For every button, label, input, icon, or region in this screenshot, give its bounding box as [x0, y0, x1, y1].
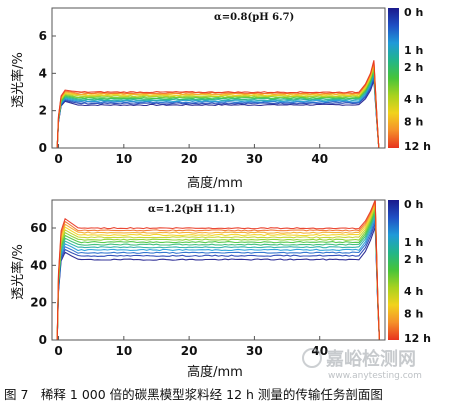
ylabel-top: 透光率/% — [10, 52, 26, 108]
series-line — [52, 226, 385, 340]
series-line — [52, 219, 385, 340]
x-tick-label: 40 — [311, 344, 328, 358]
ticks-top: 0 10 20 30 40 0 2 4 6 — [39, 29, 328, 166]
plot-area-top — [52, 8, 385, 148]
xlabel-top: 高度/mm — [187, 175, 243, 191]
figure-caption: 图 7 稀释 1 000 倍的碳黑模型浆料经 12 h 测量的传输任务剖面图 — [4, 387, 383, 402]
series-line — [52, 72, 385, 148]
x-tick-label: 10 — [115, 344, 132, 358]
watermark: 嘉峪检测网 www.anytesting.com — [302, 348, 422, 381]
series-line — [52, 200, 385, 340]
series-line — [52, 60, 385, 148]
series-line — [52, 200, 385, 340]
y-tick-label: 20 — [30, 296, 47, 310]
x-tick-label: 0 — [54, 344, 62, 358]
chart-bottom: 0 10 20 30 40 0 20 40 60 α=1.2(pH 11.1) 高度/mm 透光… — [10, 198, 431, 380]
watermark-logo-icon — [302, 348, 322, 368]
series-line — [52, 202, 385, 340]
ticks-bottom: 0 10 20 30 40 0 20 40 60 — [30, 221, 328, 358]
x-tick-label: 30 — [246, 344, 263, 358]
y-tick-label: 4 — [39, 66, 47, 80]
y-tick-label: 6 — [39, 29, 47, 43]
plot-area-bottom — [52, 200, 385, 340]
colorbar-bottom-bar — [388, 200, 399, 340]
series-line — [52, 214, 385, 340]
colorbar-label: 12 h — [404, 332, 431, 345]
y-tick-label: 40 — [30, 258, 47, 272]
y-tick-label: 2 — [39, 104, 47, 118]
colorbar-label: 8 h — [404, 115, 423, 128]
annotation-top: α=0.8(pH 6.7) — [214, 12, 294, 23]
series-line — [52, 209, 385, 340]
plot-frame-top — [51, 7, 386, 149]
curves-top — [52, 60, 385, 148]
x-tick-label: 0 — [54, 152, 62, 166]
colorbar-bottom: 0 h 1 h 2 h 4 h 8 h 12 h — [388, 198, 431, 345]
series-line — [52, 205, 385, 340]
y-tick-label: 0 — [39, 141, 47, 155]
plot-frame-bottom — [51, 199, 386, 341]
x-tick-label: 20 — [181, 344, 198, 358]
series-line — [52, 216, 385, 340]
colorbar-label: 2 h — [404, 253, 423, 266]
colorbar-label: 8 h — [404, 307, 423, 320]
colorbar-label: 12 h — [404, 140, 431, 153]
series-line — [52, 207, 385, 340]
watermark-url: www.anytesting.com — [328, 371, 422, 381]
y-tick-label: 0 — [39, 333, 47, 347]
colorbar-label: 1 h — [404, 44, 423, 57]
curves-bottom — [52, 200, 385, 340]
y-tick-label: 60 — [30, 221, 47, 235]
colorbar-bottom-labels: 0 h 1 h 2 h 4 h 8 h 12 h — [404, 198, 431, 345]
series-line — [52, 75, 385, 148]
series-line — [52, 211, 385, 340]
x-tick-label: 30 — [246, 152, 263, 166]
colorbar-label: 4 h — [404, 285, 423, 298]
ylabel-bottom: 透光率/% — [10, 244, 26, 300]
series-line — [52, 73, 385, 148]
colorbar-top-bar — [388, 8, 399, 148]
colorbar-label: 4 h — [404, 93, 423, 106]
series-line — [52, 80, 385, 148]
xlabel-bottom: 高度/mm — [187, 364, 243, 380]
colorbar-top: 0 h 1 h 2 h 4 h 8 h 12 h — [388, 6, 431, 153]
x-tick-label: 10 — [115, 152, 132, 166]
series-line — [52, 77, 385, 148]
colorbar-label: 1 h — [404, 236, 423, 249]
series-line — [52, 222, 385, 340]
annotation-bottom: α=1.2(pH 11.1) — [148, 204, 235, 215]
x-tick-label: 40 — [311, 152, 328, 166]
series-line — [52, 203, 385, 340]
colorbar-label: 2 h — [404, 61, 423, 74]
watermark-text: 嘉峪检测网 — [325, 348, 416, 370]
colorbar-label: 0 h — [404, 6, 423, 19]
colorbar-label: 0 h — [404, 198, 423, 211]
colorbar-top-labels: 0 h 1 h 2 h 4 h 8 h 12 h — [404, 6, 431, 153]
series-line — [52, 65, 385, 148]
x-tick-label: 20 — [181, 152, 198, 166]
